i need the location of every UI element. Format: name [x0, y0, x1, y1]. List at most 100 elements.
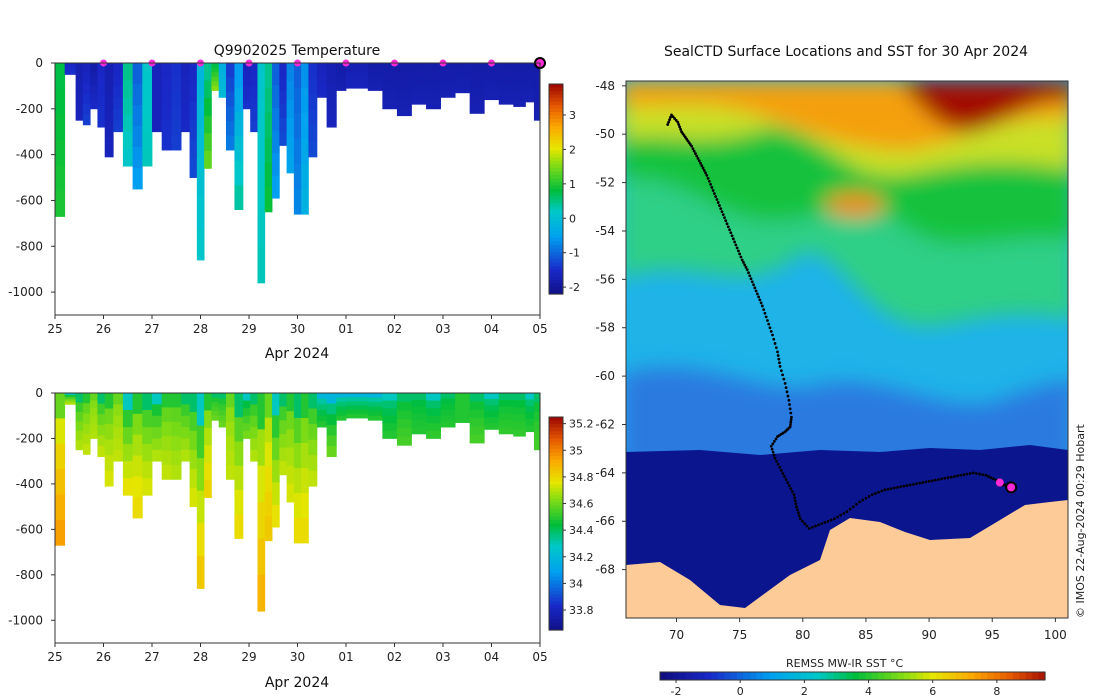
temperature-cell [308, 141, 318, 158]
temperature-cell [382, 63, 398, 72]
salinity-cell [64, 398, 77, 401]
salinity-cell [455, 393, 471, 399]
temperature-cell [367, 72, 383, 78]
temperature-cell [426, 101, 441, 110]
temperature-cell [279, 131, 287, 146]
temperature-cell [308, 63, 318, 80]
salinity-cell [132, 497, 143, 519]
colorbar-segment [897, 672, 905, 680]
temperature-cell [286, 154, 295, 174]
colorbar-tick-label: 34.6 [569, 498, 594, 511]
temperature-cell [455, 87, 471, 94]
track-point [724, 219, 728, 223]
salinity-cell [440, 421, 456, 428]
temperature-cell [382, 93, 398, 102]
x-tick-label: 29 [241, 322, 256, 336]
colorbar-segment [549, 241, 563, 246]
salinity-cell [225, 450, 235, 466]
temperature-cell [152, 63, 163, 75]
salinity-cell [484, 393, 500, 400]
track-point [793, 499, 797, 503]
temperature-cell [301, 163, 309, 190]
colorbar-segment [749, 672, 757, 680]
temperature-cell [513, 99, 526, 107]
salinity-cell [122, 410, 133, 428]
salinity-cell [525, 425, 535, 433]
x-tick-label: 28 [193, 322, 208, 336]
salinity-cell [250, 393, 258, 405]
track-point [748, 274, 752, 278]
colorbar-segment [549, 122, 563, 127]
track-point [715, 198, 719, 201]
colorbar-segment [980, 672, 988, 680]
track-point [794, 502, 798, 506]
temperature-cell [82, 93, 91, 105]
temperature-cell [250, 108, 258, 121]
temperature-cell [293, 163, 302, 190]
salinity-cell [113, 393, 124, 405]
colorbar-segment [923, 672, 931, 680]
track-point [992, 477, 995, 481]
salinity-cell [90, 423, 98, 432]
track-point [826, 519, 830, 523]
colorbar-segment [846, 672, 854, 680]
y-tick-label: -600 [16, 522, 43, 536]
salinity-cell [97, 435, 106, 447]
y-tick-label: -200 [16, 102, 43, 116]
y-tick-label: 0 [35, 56, 43, 70]
track-point [750, 280, 754, 284]
salinity-cell [316, 415, 327, 422]
salinity-panel: 25 26 27 28 29 30 01 02 03 04 05 0 -200 -400 -600 -800… [8, 386, 593, 691]
salinity-cell [286, 393, 295, 412]
map-y-tick-label: -52 [595, 176, 615, 190]
colorbar-segment [916, 672, 924, 680]
colorbar-segment [781, 672, 789, 680]
salinity-cell [75, 440, 84, 451]
temperature-cell [64, 68, 77, 72]
salinity-cell [336, 393, 347, 398]
colorbar-segment [833, 672, 841, 680]
temperature-cell [440, 63, 456, 70]
salinity-cell [336, 415, 347, 421]
temperature-cell [426, 93, 441, 102]
salinity-cell [279, 447, 287, 462]
salinity-cell [55, 494, 66, 521]
temperature-cell [250, 63, 258, 75]
salinity-cell [75, 402, 84, 413]
colorbar-segment [549, 231, 563, 236]
salinity-cell [211, 406, 220, 412]
salinity-cell [64, 402, 77, 405]
salinity-cell [242, 393, 251, 401]
track-point [743, 263, 747, 267]
salinity-cell [316, 398, 327, 405]
salinity-cell [513, 393, 526, 401]
colorbar-segment [549, 601, 563, 606]
temperature-cell [97, 63, 106, 75]
track-point [745, 268, 749, 272]
map-y-tick-label: -56 [595, 272, 615, 286]
track-point [775, 459, 778, 463]
temperature-cell [355, 84, 369, 89]
colorbar-frame [548, 416, 564, 631]
map-colorbar-label: REMSS MW-IR SST °C [786, 657, 904, 670]
track-point [829, 518, 833, 522]
salinity-cell [122, 427, 133, 445]
temperature-cell [455, 77, 471, 84]
temperature-cell [469, 105, 485, 114]
temperature-cell [204, 133, 212, 152]
track-point [790, 490, 794, 494]
temperature-cell [336, 76, 347, 82]
salinity-cell [211, 402, 220, 408]
salinity-cell [525, 412, 535, 420]
colorbar-segment [801, 672, 809, 680]
temperature-cell [234, 87, 244, 113]
colorbar-segment [549, 157, 563, 162]
track-point [733, 240, 737, 244]
colorbar-segment [549, 612, 563, 617]
temperature-cell [513, 70, 526, 78]
track-point [803, 522, 807, 526]
temperature-cell [533, 101, 541, 112]
temperature-cell [171, 63, 182, 78]
salinity-cell [533, 440, 541, 451]
track-point [669, 115, 672, 119]
